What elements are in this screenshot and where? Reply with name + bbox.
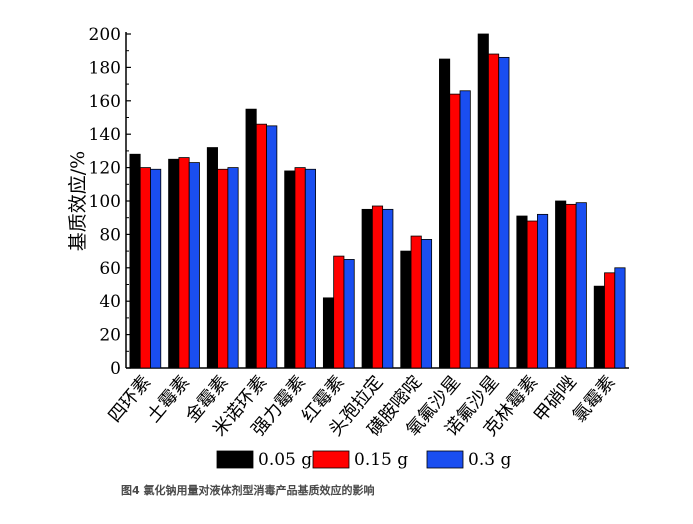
bar (294, 167, 306, 369)
y-tick-label: 140 (89, 125, 121, 145)
y-tick-label: 40 (99, 292, 121, 312)
legend-item: 0.3 g (426, 450, 511, 470)
bar (188, 162, 200, 369)
bar (555, 200, 567, 369)
bar (343, 259, 355, 369)
legend: 0.05 g 0.15 g 0.3 g (216, 450, 511, 470)
bar (565, 203, 577, 369)
x-tick-label: 氯霉素 (569, 372, 620, 427)
y-tick-label: 0 (110, 359, 121, 379)
x-tick-label: 甲硝唑 (530, 372, 581, 427)
bar (304, 168, 316, 369)
x-tick-label: 四环素 (104, 372, 155, 427)
bars (129, 33, 626, 369)
bar (129, 153, 141, 369)
bar (150, 168, 162, 369)
y-tick-label: 180 (89, 58, 121, 78)
bar (516, 215, 528, 369)
y-tick-label: 20 (99, 326, 121, 346)
y-tick-label: 120 (89, 159, 121, 179)
bar (459, 90, 471, 369)
bar (255, 123, 267, 369)
legend-label: 0.3 g (468, 450, 511, 470)
bar (420, 239, 433, 369)
bar (245, 108, 257, 369)
y-tick-label: 160 (89, 92, 121, 112)
legend-label: 0.05 g (258, 450, 312, 470)
bar (400, 250, 412, 369)
legend-item: 0.05 g (216, 450, 312, 470)
bar (217, 168, 229, 369)
bar (449, 93, 461, 369)
bar (178, 157, 190, 369)
axes: 0 20 40 60 80 100 120 140 160 180 200 基质效应/% (67, 25, 629, 379)
bar (498, 56, 510, 369)
legend-label: 0.15 g (354, 450, 408, 470)
bar (526, 220, 538, 369)
y-tick-label: 100 (89, 192, 121, 212)
y-tick-label: 60 (99, 259, 121, 279)
bar (575, 202, 587, 369)
bar (206, 147, 218, 369)
bar (284, 170, 296, 369)
y-axis-label: 基质效应/% (67, 151, 89, 251)
bar (333, 255, 345, 369)
legend-item: 0.15 g (312, 450, 408, 470)
bar (439, 58, 451, 369)
bar (322, 297, 335, 369)
bar (361, 208, 373, 369)
x-tick-label: 土霉素 (143, 372, 194, 427)
bar (371, 205, 384, 369)
bar (488, 53, 500, 369)
bar (593, 285, 605, 369)
figure-caption: 图4 氯化钠用量对液体剂型消毒产品基质效应的影响 (121, 484, 375, 497)
bar (477, 33, 489, 369)
legend-swatch (312, 450, 350, 469)
bar (382, 208, 394, 369)
y-tick-label: 200 (89, 25, 121, 45)
bar (139, 167, 151, 369)
bar (227, 167, 239, 369)
labels: 四环素土霉素金霉素米诺环素强力霉素红霉素头孢拉定磺胺嘧啶氧氟沙星诺氟沙星克林霉素… (104, 372, 619, 441)
bar (537, 213, 549, 369)
legend-swatch (426, 450, 464, 469)
bar (168, 158, 180, 369)
bar (266, 125, 278, 369)
bar (604, 272, 616, 369)
y-tick-label: 80 (99, 225, 121, 245)
bar (410, 235, 422, 369)
bar (614, 267, 626, 369)
legend-swatch (216, 450, 254, 469)
